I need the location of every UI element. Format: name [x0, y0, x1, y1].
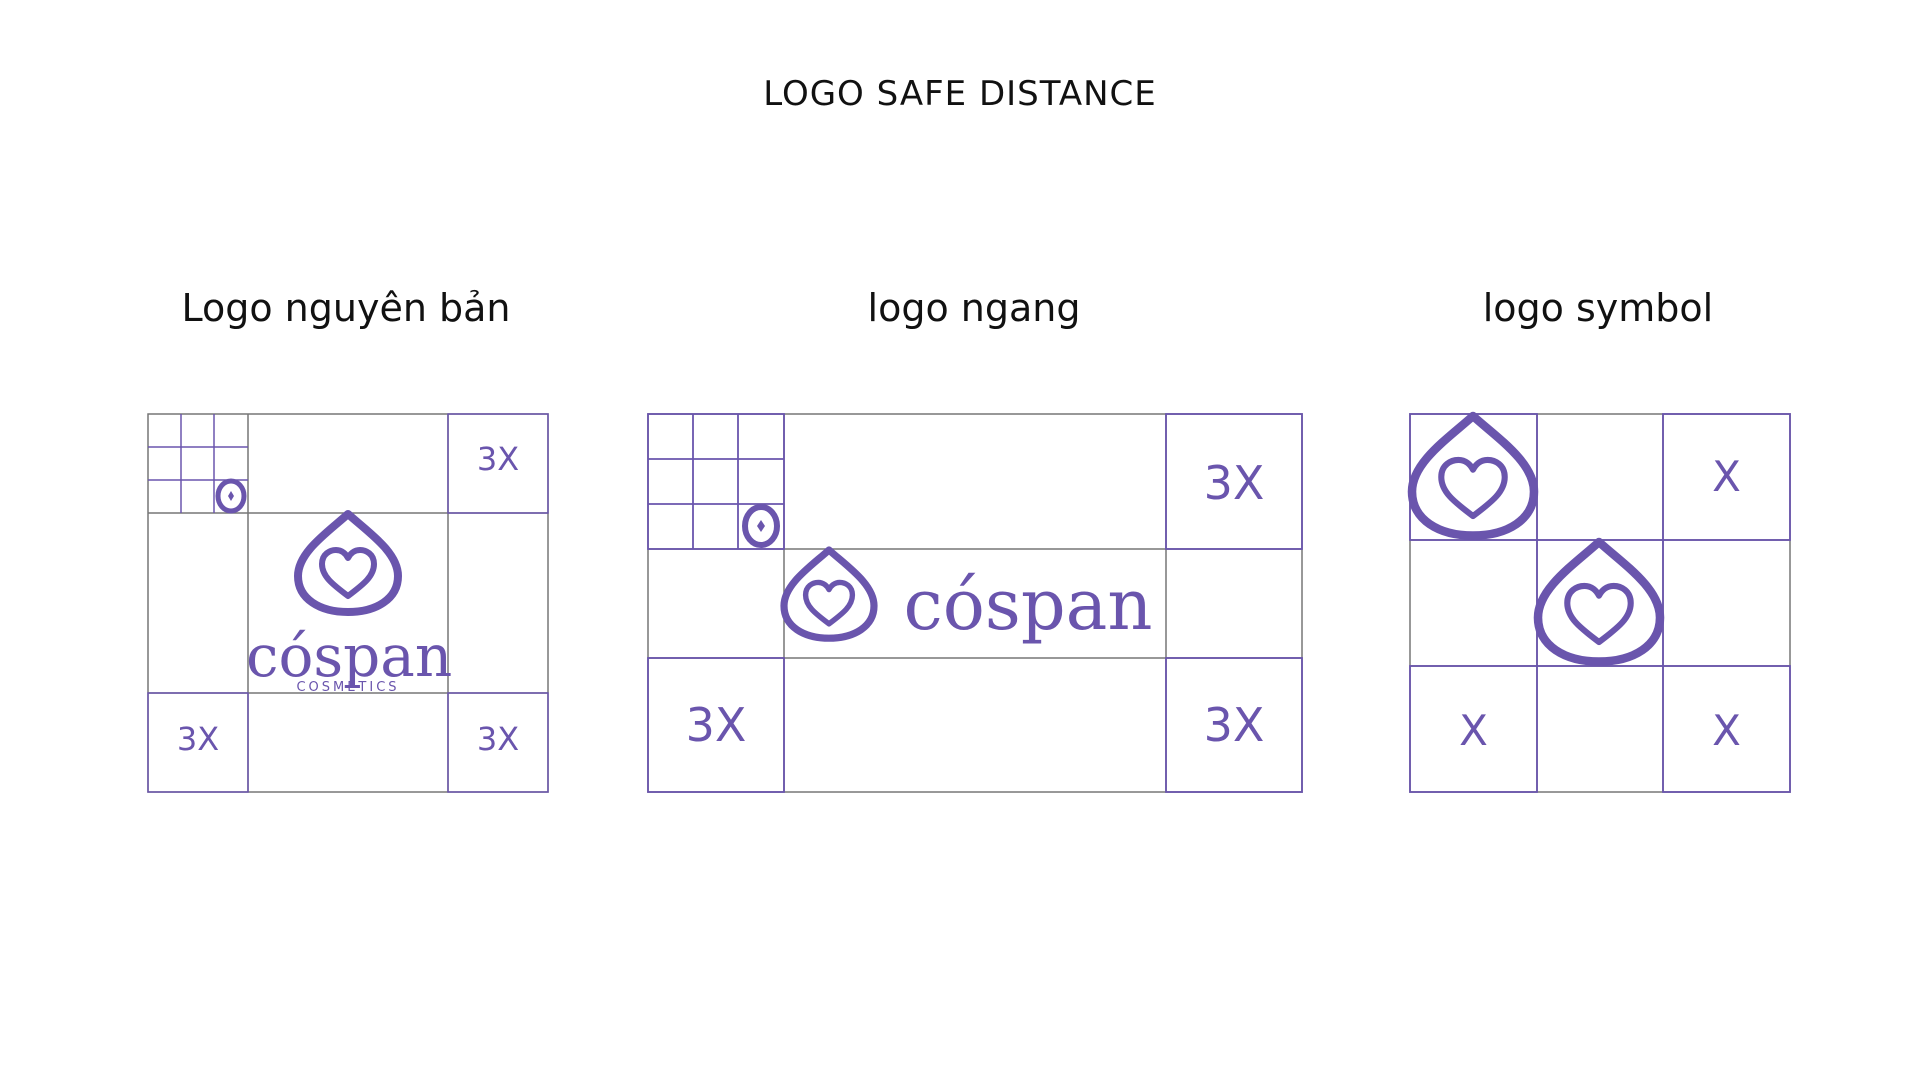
label-top-right: 3X [1203, 456, 1265, 510]
heart-symbol-icon [1533, 537, 1665, 666]
section-title-original: Logo nguyên bản [181, 286, 511, 330]
heart-symbol-icon [780, 546, 878, 642]
unit-o-mark [742, 504, 780, 548]
section-title-horizontal: logo ngang [867, 286, 1081, 330]
wordmark: cóspan [903, 564, 1153, 646]
grid-lines [147, 413, 549, 793]
diagram-horizontal-logo: 3X 3X 3X cóspan [647, 413, 1303, 793]
label-bottom-right: 3X [476, 720, 520, 758]
label-top-right: 3X [476, 440, 520, 478]
label-bottom-left: 3X [685, 698, 747, 752]
diagram-symbol-logo: X X X [1407, 411, 1791, 793]
page-title: LOGO SAFE DISTANCE [763, 74, 1157, 114]
label-bottom-right: X [1712, 706, 1741, 755]
label-bottom-right: 3X [1203, 698, 1265, 752]
grid-lines [1407, 411, 1791, 793]
label-bottom-left: 3X [176, 720, 220, 758]
label-top-right: X [1712, 452, 1741, 501]
wordmark: cóspan [246, 622, 453, 690]
diagram-original-logo: 3X 3X 3X cóspan COSMETICS [147, 413, 549, 793]
heart-symbol-icon [294, 510, 402, 616]
wordmark-subtext: COSMETICS [296, 680, 400, 695]
label-bottom-left: X [1459, 706, 1488, 755]
heart-symbol-icon-small [1407, 411, 1539, 540]
unit-o-mark [215, 478, 247, 514]
grid-lines [647, 413, 1303, 793]
section-title-symbol: logo symbol [1482, 286, 1714, 330]
